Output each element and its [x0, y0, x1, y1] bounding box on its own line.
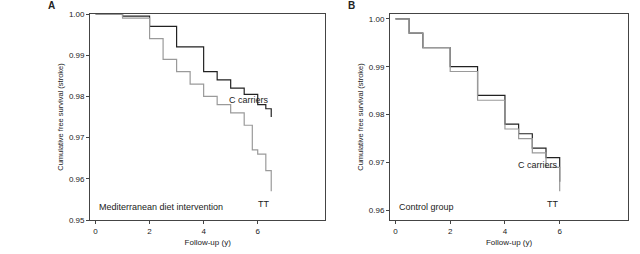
- svg-text:4: 4: [503, 227, 508, 236]
- svg-text:0: 0: [93, 227, 98, 236]
- svg-text:Cumulative free survival (stro: Cumulative free survival (stroke): [56, 63, 65, 171]
- svg-text:6: 6: [255, 227, 260, 236]
- svg-text:1.00: 1.00: [69, 10, 85, 19]
- svg-text:C carriers: C carriers: [518, 160, 558, 170]
- svg-text:A: A: [48, 0, 55, 11]
- svg-text:Follow-up (y): Follow-up (y): [185, 238, 232, 247]
- svg-text:2: 2: [448, 227, 453, 236]
- svg-text:1.00: 1.00: [369, 15, 385, 24]
- svg-text:C carriers: C carriers: [229, 95, 269, 105]
- svg-text:0.96: 0.96: [369, 206, 385, 215]
- svg-text:Mediterranean diet interventio: Mediterranean diet intervention: [99, 202, 223, 212]
- svg-text:6: 6: [557, 227, 562, 236]
- svg-text:0.99: 0.99: [369, 62, 385, 71]
- svg-text:0.98: 0.98: [369, 110, 385, 119]
- svg-text:0.97: 0.97: [69, 133, 85, 142]
- svg-text:TT: TT: [258, 199, 269, 209]
- svg-text:4: 4: [201, 227, 206, 236]
- svg-text:Cumulative free survival (stro: Cumulative free survival (stroke): [356, 63, 365, 171]
- svg-text:B: B: [348, 0, 355, 11]
- svg-text:Follow-up (y): Follow-up (y): [486, 238, 533, 247]
- svg-text:0.97: 0.97: [369, 158, 385, 167]
- svg-text:0.99: 0.99: [69, 51, 85, 60]
- svg-text:0.98: 0.98: [69, 92, 85, 101]
- svg-text:2: 2: [147, 227, 152, 236]
- svg-text:0.95: 0.95: [69, 216, 85, 225]
- svg-text:0: 0: [393, 227, 398, 236]
- svg-text:Control group: Control group: [399, 202, 454, 212]
- svg-text:0.96: 0.96: [69, 175, 85, 184]
- svg-text:TT: TT: [547, 199, 558, 209]
